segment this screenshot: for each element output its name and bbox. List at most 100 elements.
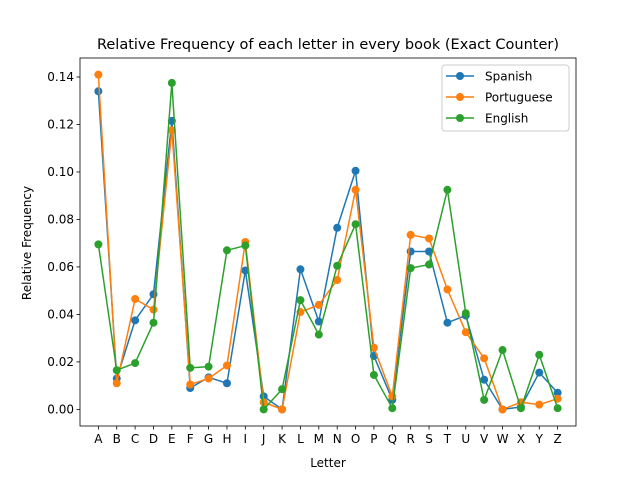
data-point-portuguese bbox=[112, 379, 121, 388]
data-point-spanish bbox=[443, 318, 452, 327]
data-point-portuguese bbox=[425, 234, 434, 243]
x-tick-label: O bbox=[351, 432, 360, 446]
data-point-english bbox=[333, 261, 342, 270]
data-point-portuguese bbox=[369, 343, 378, 352]
x-tick-label: K bbox=[278, 432, 287, 446]
legend-label: Portuguese bbox=[485, 91, 553, 105]
data-point-english bbox=[296, 296, 305, 305]
legend-item-portuguese: Portuguese bbox=[446, 91, 553, 105]
y-tick-label: 0.00 bbox=[47, 402, 74, 416]
data-point-english bbox=[149, 318, 158, 327]
data-point-portuguese bbox=[94, 70, 103, 79]
data-point-english bbox=[443, 185, 452, 194]
data-point-spanish bbox=[351, 166, 360, 175]
data-point-english bbox=[351, 220, 360, 229]
legend-label: Spanish bbox=[485, 70, 532, 84]
series-line-english bbox=[97, 82, 559, 411]
x-tick-label: M bbox=[314, 432, 324, 446]
series-spanish bbox=[94, 87, 562, 414]
x-tick-label: N bbox=[333, 432, 342, 446]
data-point-english bbox=[131, 359, 140, 368]
y-tick-label: 0.06 bbox=[47, 260, 74, 274]
data-point-english bbox=[369, 370, 378, 379]
data-point-portuguese bbox=[480, 354, 489, 363]
x-tick-label: J bbox=[261, 432, 266, 446]
data-point-portuguese bbox=[461, 328, 470, 337]
series-layer bbox=[94, 70, 562, 414]
x-tick-label: L bbox=[297, 432, 304, 446]
x-tick-label: V bbox=[480, 432, 489, 446]
y-tick-label: 0.14 bbox=[47, 70, 74, 84]
data-point-portuguese bbox=[443, 285, 452, 294]
data-point-portuguese bbox=[167, 126, 176, 135]
data-point-portuguese bbox=[222, 361, 231, 370]
data-point-english bbox=[406, 264, 415, 273]
data-point-portuguese bbox=[406, 230, 415, 239]
data-point-portuguese bbox=[204, 374, 213, 383]
y-tick-label: 0.04 bbox=[47, 307, 74, 321]
chart-title: Relative Frequency of each letter in eve… bbox=[97, 37, 559, 53]
y-tick-label: 0.12 bbox=[47, 117, 74, 131]
x-tick-label: P bbox=[370, 432, 377, 446]
data-point-portuguese bbox=[333, 275, 342, 284]
legend-box bbox=[441, 64, 570, 132]
data-point-english bbox=[425, 260, 434, 269]
axes: A B C D E F G H I J K L M N O P Q R S T U V W X Y Z 0.00 0.02 0.04 0.… bbox=[47, 57, 577, 446]
data-point-spanish bbox=[296, 265, 305, 274]
data-point-spanish bbox=[94, 87, 103, 96]
x-tick-label: W bbox=[497, 432, 509, 446]
data-point-portuguese bbox=[314, 300, 323, 309]
data-point-english bbox=[204, 362, 213, 371]
legend-marker bbox=[456, 114, 464, 122]
data-point-english bbox=[186, 363, 195, 372]
data-point-portuguese bbox=[351, 185, 360, 194]
y-axis-label: Relative Frequency bbox=[20, 186, 34, 300]
x-tick-label: U bbox=[461, 432, 470, 446]
data-point-english bbox=[222, 246, 231, 255]
x-tick-label: G bbox=[204, 432, 213, 446]
x-axis-label: Letter bbox=[310, 456, 346, 470]
data-point-spanish bbox=[535, 368, 544, 377]
series-line-portuguese bbox=[97, 74, 558, 411]
x-tick-label: B bbox=[113, 432, 121, 446]
data-point-spanish bbox=[131, 316, 140, 325]
legend-item-english: English bbox=[446, 112, 528, 126]
data-point-portuguese bbox=[259, 398, 268, 407]
data-point-english bbox=[480, 395, 489, 404]
legend-item-spanish: Spanish bbox=[446, 70, 532, 84]
x-tick-label: I bbox=[244, 432, 248, 446]
data-point-english bbox=[498, 346, 507, 355]
data-point-portuguese bbox=[186, 380, 195, 389]
legend-marker bbox=[456, 93, 464, 101]
data-point-spanish bbox=[553, 388, 562, 397]
data-point-english bbox=[112, 366, 121, 375]
data-point-portuguese bbox=[278, 405, 287, 414]
data-point-spanish bbox=[314, 317, 323, 326]
data-point-english bbox=[535, 350, 544, 359]
x-tick-label: S bbox=[425, 432, 433, 446]
y-tick-label: 0.08 bbox=[47, 212, 74, 226]
data-point-portuguese bbox=[535, 400, 544, 409]
data-point-spanish bbox=[333, 223, 342, 232]
data-point-english bbox=[259, 405, 268, 414]
data-point-english bbox=[553, 404, 562, 413]
y-tick-label: 0.10 bbox=[47, 165, 74, 179]
data-point-portuguese bbox=[388, 392, 397, 401]
data-point-english bbox=[241, 241, 250, 250]
data-point-english bbox=[314, 330, 323, 339]
x-tick-label: T bbox=[443, 432, 452, 446]
data-point-portuguese bbox=[149, 305, 158, 314]
data-point-english bbox=[278, 385, 287, 394]
x-tick-label: Z bbox=[554, 432, 562, 446]
x-tick-label: X bbox=[517, 432, 525, 446]
legend-label: English bbox=[485, 112, 528, 126]
y-tick-label: 0.02 bbox=[47, 355, 74, 369]
x-tick-label: H bbox=[222, 432, 231, 446]
x-tick-label: A bbox=[94, 432, 103, 446]
data-point-portuguese bbox=[498, 405, 507, 414]
x-tick-label: D bbox=[149, 432, 158, 446]
x-tick-label: F bbox=[187, 432, 194, 446]
data-point-english bbox=[167, 78, 176, 87]
x-tick-label: R bbox=[406, 432, 414, 446]
